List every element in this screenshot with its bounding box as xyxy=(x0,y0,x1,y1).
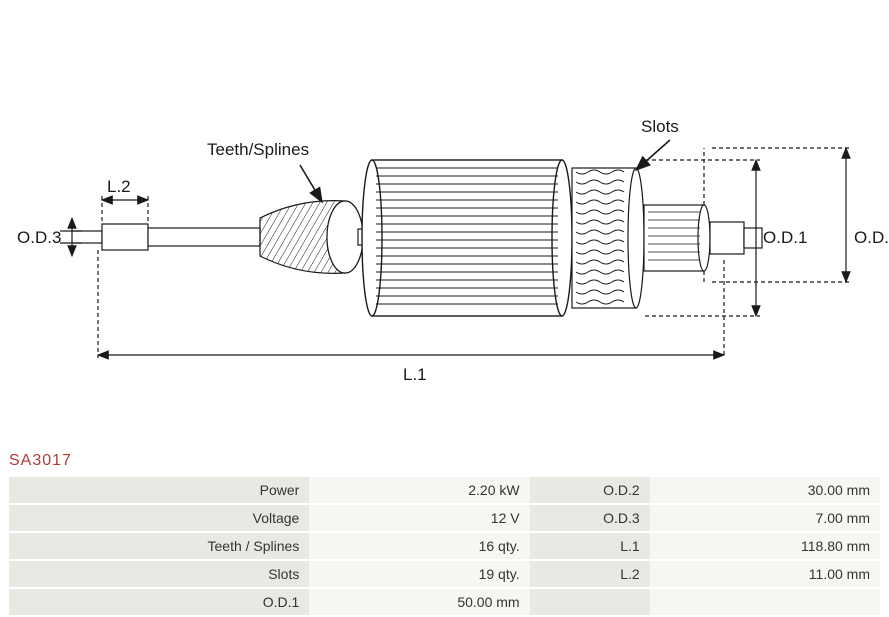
slots-value: 19 qty. xyxy=(309,561,529,587)
label-teeth-splines: Teeth/Splines xyxy=(207,140,309,160)
table-row: Slots 19 qty. L.2 11.00 mm xyxy=(9,561,880,587)
teeth-label: Teeth / Splines xyxy=(9,533,309,559)
label-od1: O.D.1 xyxy=(763,228,807,248)
voltage-label: Voltage xyxy=(9,505,309,531)
od1-label: O.D.1 xyxy=(9,589,309,615)
table-row: Teeth / Splines 16 qty. L.1 118.80 mm xyxy=(9,533,880,559)
spec-table: Power 2.20 kW O.D.2 30.00 mm Voltage 12 … xyxy=(9,475,880,617)
od2-value: 30.00 mm xyxy=(650,477,880,503)
label-od2: O.D.2 xyxy=(854,228,889,248)
teeth-value: 16 qty. xyxy=(309,533,529,559)
label-l1: L.1 xyxy=(403,365,427,385)
l2-value: 11.00 mm xyxy=(650,561,880,587)
l1-value: 118.80 mm xyxy=(650,533,880,559)
label-slots: Slots xyxy=(641,117,679,137)
od2-label: O.D.2 xyxy=(530,477,650,503)
table-row: Power 2.20 kW O.D.2 30.00 mm xyxy=(9,477,880,503)
power-label: Power xyxy=(9,477,309,503)
part-code: SA3017 xyxy=(9,452,72,470)
slots-label: Slots xyxy=(9,561,309,587)
label-l2: L.2 xyxy=(107,177,131,197)
table-row: Voltage 12 V O.D.3 7.00 mm xyxy=(9,505,880,531)
empty-label xyxy=(530,589,650,615)
od3-label: O.D.3 xyxy=(530,505,650,531)
power-value: 2.20 kW xyxy=(309,477,529,503)
od1-value: 50.00 mm xyxy=(309,589,529,615)
l2-label: L.2 xyxy=(530,561,650,587)
diagram-area: Teeth/Splines Slots L.2 O.D.3 L.1 O.D.1 … xyxy=(0,0,889,445)
voltage-value: 12 V xyxy=(309,505,529,531)
od3-value: 7.00 mm xyxy=(650,505,880,531)
armature-drawing xyxy=(0,0,889,445)
empty-value xyxy=(650,589,880,615)
table-row: O.D.1 50.00 mm xyxy=(9,589,880,615)
l1-label: L.1 xyxy=(530,533,650,559)
label-od3: O.D.3 xyxy=(17,228,61,248)
